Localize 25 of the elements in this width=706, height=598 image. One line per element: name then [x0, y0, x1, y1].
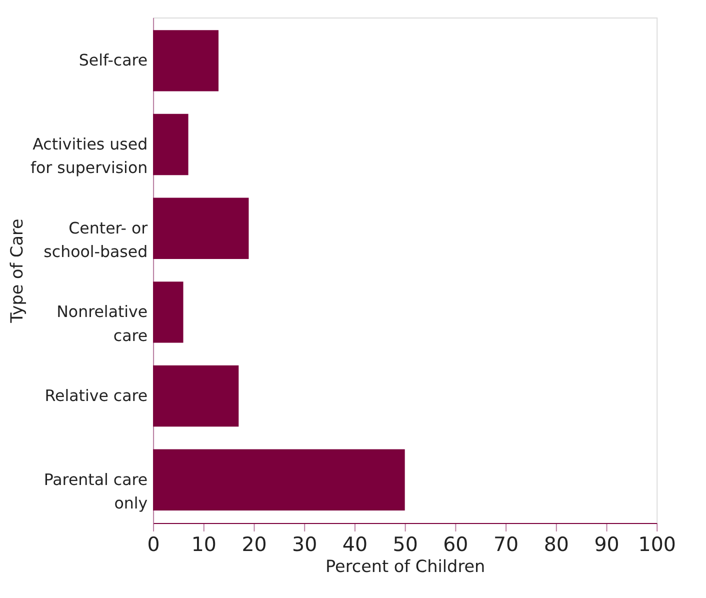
bar: [153, 449, 405, 510]
x-tick-label: 90: [594, 533, 620, 556]
bar: [153, 198, 249, 259]
bar: [153, 365, 239, 427]
x-tick-label: 60: [443, 533, 468, 556]
x-tick-label: 70: [493, 533, 519, 556]
y-tick-label: Parental care only: [44, 470, 148, 512]
y-tick-label: Activities used for supervision: [30, 134, 148, 178]
x-tick-label: 50: [392, 533, 418, 556]
x-tick-label: 10: [191, 533, 216, 556]
x-tick-label: 0: [147, 533, 160, 556]
x-axis-title: Percent of Children: [325, 556, 486, 576]
x-tick-label: 20: [242, 533, 267, 556]
bar: [153, 30, 219, 92]
y-axis-title: Type of Care: [6, 218, 26, 324]
bar: [153, 282, 184, 343]
y-tick-label: Nonrelative care: [56, 302, 148, 345]
x-tick-label: 30: [292, 533, 318, 556]
bar: [153, 114, 188, 176]
x-tick-label: 40: [342, 533, 368, 556]
x-tick-label: 100: [638, 533, 676, 556]
y-tick-label: Center- or school-based: [44, 218, 148, 261]
y-tick-label: Relative care: [44, 386, 148, 405]
x-tick-label: 80: [544, 533, 569, 556]
y-tick-label: Self-care: [78, 50, 148, 70]
